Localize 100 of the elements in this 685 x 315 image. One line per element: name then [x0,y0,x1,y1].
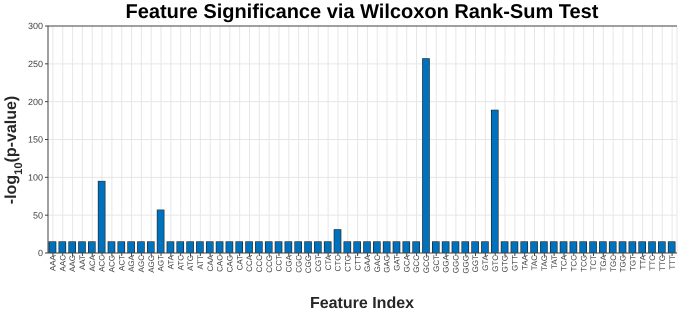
bar [402,241,410,253]
bar [48,241,56,253]
x-tick-label: GGT [471,254,480,272]
bar [334,229,342,253]
bar [196,241,204,253]
bar [344,241,352,253]
x-tick-label: CGG [304,255,314,274]
bar [560,241,568,253]
bar [520,241,528,253]
x-tick-label: AAT [78,254,88,270]
x-tick-label: AGA [127,254,136,272]
x-tick-label: GCT [432,254,441,272]
bar [432,241,440,253]
x-tick-label: TTA [638,254,648,270]
x-tick-label: GGG [461,255,470,274]
bar [608,241,617,253]
y-tick-label: 50 [32,210,43,220]
x-tick-label: CCT [274,254,284,272]
bar [550,241,558,253]
bar [255,241,263,253]
x-tick-label: TTG [658,255,667,271]
x-tick-label: AGG [146,255,156,273]
x-tick-label: GAC [372,254,382,272]
bar [599,241,607,253]
x-tick-label: CGT [314,254,323,272]
x-tick-label: CCG [264,255,274,273]
x-tick-label: ACT [117,254,126,271]
x-tick-label: GTA [481,254,490,271]
x-tick-label: CGA [284,254,294,272]
x-tick-label: CTG [343,255,352,272]
x-tick-label: AGC [137,254,146,272]
bar [324,241,332,253]
bar [226,241,234,253]
bar [461,241,470,253]
bar [284,241,292,253]
bar [628,241,636,253]
bar [304,241,312,253]
y-tick-label: 200 [28,96,43,107]
bar [176,241,184,253]
bar [618,241,626,253]
bar [216,241,224,253]
y-tick-label: 150 [28,134,43,145]
x-tick-label: GTT [510,254,520,271]
x-tick-label: ACG [108,255,117,272]
bar [373,241,381,253]
bar [117,241,126,253]
x-tick-label: GTC [490,254,500,272]
x-tick-label: ATC [176,254,186,270]
x-tick-label: GTG [500,255,510,272]
x-tick-label: AAA [48,254,58,272]
bar [589,241,597,253]
bar [264,241,273,253]
x-tick-label: TTC [648,254,658,271]
x-tick-label: TGG [618,255,628,272]
x-tick-label: CCA [245,254,254,272]
x-tick-label: GAA [363,254,372,272]
bar [88,241,96,253]
bar [166,241,174,253]
bar [668,241,676,253]
bar [156,210,164,253]
x-tick-label: GGA [442,254,451,273]
x-tick-label: GAT [392,254,402,271]
bar [108,241,116,253]
y-tick-label: 0 [38,248,43,258]
x-tick-label: CAG [226,255,234,272]
y-tick-label: 300 [28,21,43,32]
bar [363,241,371,253]
x-tick-label: TAT [550,254,559,269]
x-tick-label: TTT [668,254,677,270]
bar [471,241,479,253]
bar [137,241,145,253]
bar [570,241,578,253]
x-tick-label: AGT [156,254,166,272]
bar [490,110,499,253]
bar [540,241,548,253]
x-tick-label: TCC [569,254,578,272]
x-tick-label: TCA [560,254,569,271]
x-tick-label: CTC [334,254,343,272]
bar [235,241,244,253]
x-tick-label: TAC [530,254,540,270]
x-tick-label: CAT [235,254,244,270]
bar [146,241,155,253]
x-tick-label: CAA [206,254,215,272]
x-tick-label: ATG [186,255,196,271]
bar [500,241,508,253]
bar [98,180,106,253]
x-tick-label: ACC [98,254,107,272]
x-tick-label: GAG [382,255,392,273]
x-tick-label: CCC [254,254,264,272]
bar [658,241,666,253]
bar [648,241,656,253]
bar [314,241,322,253]
x-tick-label: TGA [598,254,608,272]
x-tick-label: ATT [196,254,206,270]
bar [186,241,194,253]
x-tick-label: AAC [58,254,68,272]
bar [510,241,518,253]
bar [481,241,489,253]
x-tick-label: TGT [628,254,638,271]
x-tick-label: ACA [88,254,97,272]
